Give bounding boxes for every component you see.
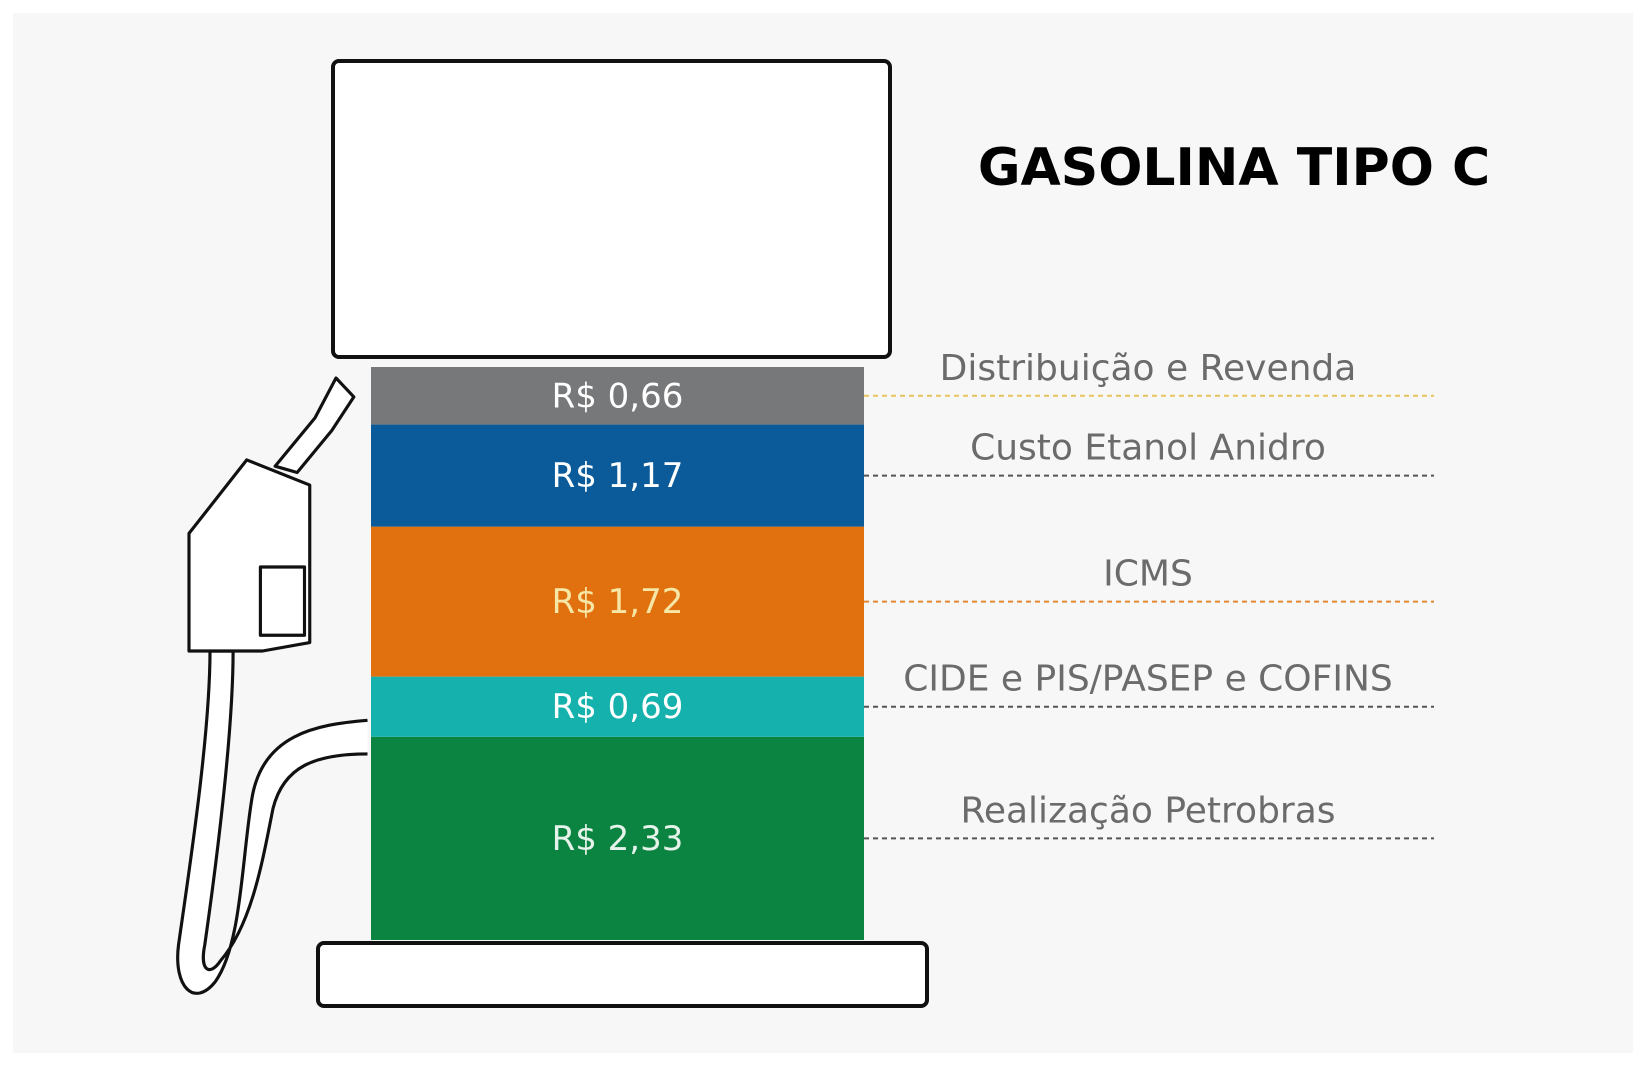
chart-title: GASOLINA TIPO C <box>978 138 1490 198</box>
legend-label: Custo Etanol Anidro <box>970 428 1326 469</box>
value-label: R$ 1,17 <box>552 456 684 496</box>
value-label: R$ 0,69 <box>552 687 684 727</box>
legend-label: CIDE e PIS/PASEP e COFINS <box>903 659 1393 700</box>
legend-label: Distribuição e Revenda <box>940 348 1357 389</box>
value-label: R$ 1,72 <box>552 582 684 622</box>
pump-base <box>318 943 927 1006</box>
legend-label: Realização Petrobras <box>960 790 1335 831</box>
chart: GASOLINA TIPO C R$ 2,33 Realização Petrob… <box>0 0 1646 1066</box>
pump-display <box>333 61 890 357</box>
value-label: R$ 2,33 <box>552 819 684 859</box>
value-label: R$ 0,66 <box>552 376 684 416</box>
legend-label: ICMS <box>1103 554 1193 595</box>
